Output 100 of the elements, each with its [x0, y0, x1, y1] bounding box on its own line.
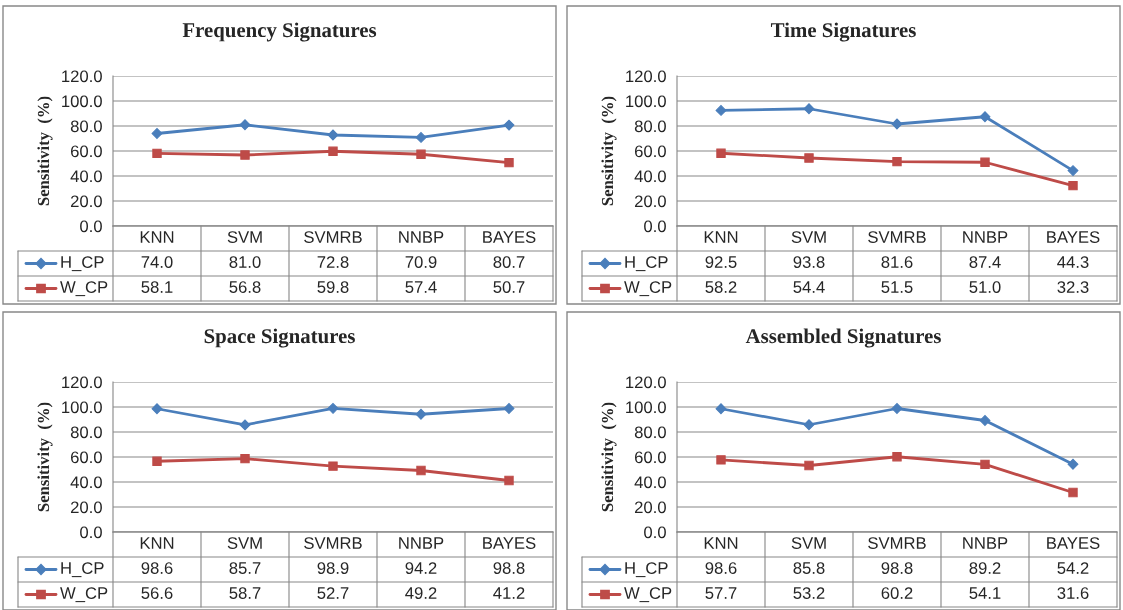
x-tick-label: KNN — [140, 537, 174, 549]
point — [239, 419, 251, 431]
x-tick-label: SVM — [791, 231, 826, 243]
x-tick-label: NNBP — [399, 537, 444, 549]
data-label: 74.0 — [141, 256, 173, 268]
y-tick-label: 20.0 — [634, 195, 666, 208]
data-label: 57.4 — [405, 281, 437, 293]
y-tick-label: 20.0 — [70, 195, 102, 208]
data-label: 58.7 — [229, 587, 261, 599]
data-label: 44.3 — [1057, 256, 1089, 268]
x-tick-label: BAYES — [1047, 537, 1100, 549]
data-label: 31.6 — [1057, 587, 1089, 599]
chart-title: Time Signatures — [770, 22, 916, 42]
chart-title: Assembled Signatures — [745, 328, 941, 348]
y-tick-label: 120.0 — [62, 376, 102, 389]
x-tick-label: NNBP — [399, 231, 444, 243]
data-label: 58.1 — [141, 281, 173, 293]
data-label: 80.7 — [493, 256, 525, 268]
point — [804, 153, 814, 163]
y-tick-label: 0.0 — [80, 526, 102, 539]
y-tick-label: 100.0 — [626, 95, 666, 108]
x-tick-label: SVMRB — [304, 537, 362, 549]
y-tick-label: 40.0 — [634, 476, 666, 489]
data-label: 58.2 — [705, 281, 737, 293]
point — [891, 118, 903, 130]
data-label: 54.2 — [1057, 562, 1089, 574]
point — [503, 403, 515, 414]
data-label: 56.8 — [229, 281, 261, 293]
point — [980, 459, 990, 470]
point — [892, 156, 902, 167]
point — [328, 146, 338, 156]
data-label: 98.6 — [141, 562, 173, 574]
y-tick-label: 60.0 — [634, 451, 666, 464]
y-tick-label: 20.0 — [70, 501, 102, 514]
legend-label: W_CP — [60, 587, 108, 603]
point — [715, 403, 727, 415]
data-label: 32.3 — [1057, 281, 1089, 293]
point — [979, 415, 991, 426]
legend-label: H_CP — [625, 562, 668, 578]
point — [328, 461, 338, 471]
point — [152, 148, 162, 159]
y-tick-label: 60.0 — [70, 145, 102, 158]
data-label: 49.2 — [405, 587, 437, 599]
chart-title: Space Signatures — [204, 328, 355, 348]
data-label: 50.7 — [493, 281, 525, 293]
point — [1067, 165, 1079, 177]
point — [716, 148, 726, 158]
data-label: 98.9 — [317, 562, 349, 574]
data-label: 87.4 — [969, 256, 1001, 268]
y-tick-label: 40.0 — [70, 476, 102, 489]
data-label: 72.8 — [317, 256, 349, 268]
x-tick-label: KNN — [140, 231, 174, 243]
point — [1067, 458, 1079, 470]
x-tick-label: SVM — [227, 537, 262, 549]
data-label: 56.6 — [141, 587, 173, 599]
y-tick-label: 100.0 — [626, 401, 666, 414]
data-label: 94.2 — [405, 562, 437, 574]
y-axis-title: Sensitivity (%) — [37, 96, 53, 206]
y-axis-title: Sensitivity (%) — [601, 402, 617, 512]
legend-label: H_CP — [61, 256, 104, 272]
point — [803, 419, 815, 431]
y-tick-label: 80.0 — [634, 120, 666, 133]
x-tick-label: SVM — [227, 231, 262, 243]
legend-label: W_CP — [624, 587, 672, 603]
y-tick-label: 100.0 — [62, 95, 102, 108]
y-tick-label: 0.0 — [644, 526, 666, 539]
data-label: 41.2 — [493, 587, 525, 599]
x-tick-label: KNN — [704, 231, 738, 243]
point — [891, 403, 903, 414]
x-tick-label: NNBP — [963, 537, 1008, 549]
x-tick-label: BAYES — [483, 231, 536, 243]
data-label: 98.6 — [705, 562, 737, 574]
point — [327, 402, 339, 414]
y-tick-label: 0.0 — [644, 220, 666, 233]
y-tick-label: 60.0 — [70, 451, 102, 464]
y-tick-label: 100.0 — [62, 401, 102, 414]
y-tick-label: 0.0 — [80, 220, 102, 233]
data-label: 51.5 — [881, 281, 913, 293]
x-tick-label: SVM — [791, 537, 826, 549]
point — [239, 119, 251, 131]
point — [804, 460, 814, 471]
legend-label: W_CP — [60, 281, 108, 297]
point — [892, 452, 902, 462]
data-label: 70.9 — [405, 256, 437, 268]
point — [416, 465, 426, 476]
x-tick-label: SVMRB — [304, 231, 362, 243]
y-tick-label: 80.0 — [634, 426, 666, 439]
legend-label: H_CP — [61, 562, 104, 578]
y-tick-label: 120.0 — [62, 70, 102, 83]
point — [803, 103, 815, 115]
y-tick-label: 40.0 — [634, 170, 666, 183]
point — [416, 149, 426, 159]
point — [503, 119, 515, 131]
point — [504, 475, 514, 486]
y-axis-title: Sensitivity (%) — [601, 96, 617, 206]
data-label: 52.7 — [317, 587, 349, 599]
data-label: 81.0 — [229, 256, 261, 268]
x-tick-label: BAYES — [1047, 231, 1100, 243]
point — [980, 157, 990, 167]
y-tick-label: 20.0 — [634, 501, 666, 514]
